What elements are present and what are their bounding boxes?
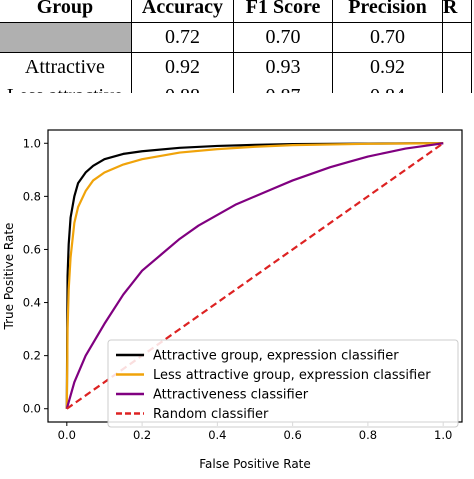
- x-tick-label: 0.2: [133, 428, 151, 442]
- table-header: Accuracy: [130, 0, 235, 23]
- y-tick-label: 0.2: [23, 349, 41, 363]
- table-cell: 0.87: [233, 82, 334, 93]
- y-tick-label: 0.0: [23, 402, 41, 416]
- roc-chart: 0.0 0.2 0.4 0.6 0.8 1.0 0.0 0.2 0.4 0.6 0.8 1.0 Fa…: [0, 118, 474, 474]
- x-tick-label: 0.6: [283, 428, 301, 442]
- table-cell: Attractive: [0, 52, 132, 82]
- table-cell: 0.88: [130, 82, 235, 93]
- table-header: R: [441, 0, 473, 23]
- table-cell: [441, 52, 473, 82]
- y-tick-label: 1.0: [23, 136, 41, 150]
- legend-label: Random classifier: [153, 407, 269, 422]
- table-header: Group: [0, 0, 132, 23]
- table-cell: [441, 82, 473, 93]
- table-cell: 0.84: [332, 82, 443, 93]
- series-line-0: [65, 142, 444, 409]
- metrics-table-region: Group Accuracy F1 Score Precision R 0.72…: [0, 0, 474, 93]
- series-lines: [65, 142, 444, 410]
- table-cell: 0.93: [233, 52, 334, 82]
- x-tick-label: 0.4: [208, 428, 226, 442]
- legend-label: Attractive group, expression classifier: [153, 349, 399, 364]
- table-cell: [0, 22, 132, 53]
- x-tick-label: 0.0: [58, 428, 76, 442]
- table-header: F1 Score: [233, 0, 334, 23]
- table-cell: 0.92: [332, 52, 443, 82]
- x-tick-label: 0.8: [359, 428, 377, 442]
- table-cell: Less attractive: [0, 82, 132, 93]
- legend: Attractive group, expression classifier L…: [107, 339, 459, 428]
- legend-label: Less attractive group, expression classi…: [153, 368, 431, 383]
- table-row: Attractive 0.92 0.93 0.92: [0, 52, 473, 82]
- y-tick-label: 0.6: [23, 242, 41, 256]
- table-row: 0.72 0.70 0.70: [0, 22, 473, 53]
- metrics-table: Group Accuracy F1 Score Precision R 0.72…: [0, 0, 473, 93]
- y-axis-label: True Positive Rate: [2, 223, 16, 331]
- y-axis-ticks: 0.0 0.2 0.4 0.6 0.8 1.0: [23, 136, 48, 416]
- table-cell: 0.70: [332, 22, 443, 53]
- table-cell: 0.72: [130, 22, 235, 53]
- table-header: Precision: [332, 0, 443, 23]
- table-row: Less attractive 0.88 0.87 0.84: [0, 82, 473, 93]
- table-cell: 0.92: [130, 52, 235, 82]
- legend-label: Attractiveness classifier: [153, 388, 309, 403]
- y-tick-label: 0.8: [23, 189, 41, 203]
- x-tick-label: 1.0: [434, 428, 452, 442]
- table-header-row: Group Accuracy F1 Score Precision R: [0, 0, 473, 23]
- table-cell: [441, 22, 473, 53]
- roc-chart-svg: 0.0 0.2 0.4 0.6 0.8 1.0 0.0 0.2 0.4 0.6 0.8 1.0 Fa…: [2, 129, 463, 471]
- legend-box: [107, 339, 459, 428]
- series-line-2: [65, 142, 444, 410]
- series-line-1: [65, 142, 444, 409]
- y-tick-label: 0.4: [23, 296, 41, 310]
- x-axis-label: False Positive Rate: [199, 457, 311, 471]
- table-cell: 0.70: [233, 22, 334, 53]
